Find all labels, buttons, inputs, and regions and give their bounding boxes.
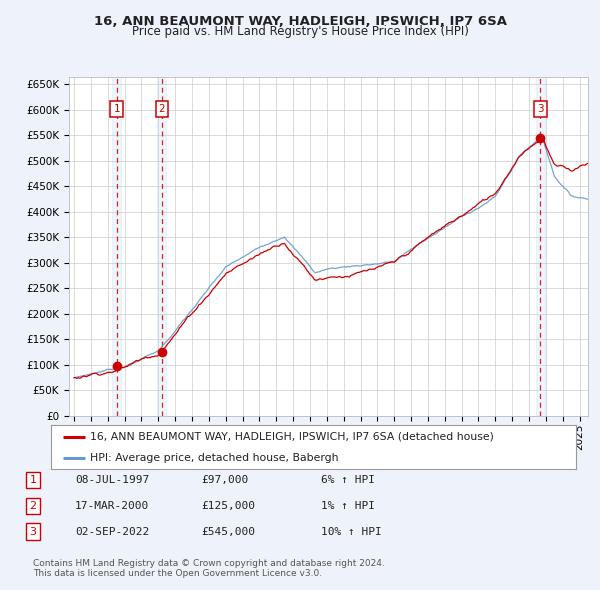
Text: 2: 2 [29, 501, 37, 510]
Text: 1: 1 [113, 104, 120, 114]
Text: 1: 1 [29, 476, 37, 485]
Text: 16, ANN BEAUMONT WAY, HADLEIGH, IPSWICH, IP7 6SA: 16, ANN BEAUMONT WAY, HADLEIGH, IPSWICH,… [94, 15, 506, 28]
Text: HPI: Average price, detached house, Babergh: HPI: Average price, detached house, Babe… [91, 453, 339, 463]
Text: £125,000: £125,000 [201, 501, 255, 510]
Text: 10% ↑ HPI: 10% ↑ HPI [321, 527, 382, 536]
Text: 3: 3 [29, 527, 37, 536]
Text: £97,000: £97,000 [201, 476, 248, 485]
Text: 2: 2 [158, 104, 165, 114]
Bar [536, 77, 545, 416]
Text: 1% ↑ HPI: 1% ↑ HPI [321, 501, 375, 510]
Text: 3: 3 [537, 104, 544, 114]
Text: 17-MAR-2000: 17-MAR-2000 [75, 501, 149, 510]
Text: 08-JUL-1997: 08-JUL-1997 [75, 476, 149, 485]
Text: 6% ↑ HPI: 6% ↑ HPI [321, 476, 375, 485]
Text: Contains HM Land Registry data © Crown copyright and database right 2024.: Contains HM Land Registry data © Crown c… [33, 559, 385, 568]
Bar [112, 77, 121, 416]
Text: Price paid vs. HM Land Registry's House Price Index (HPI): Price paid vs. HM Land Registry's House … [131, 25, 469, 38]
Text: 02-SEP-2022: 02-SEP-2022 [75, 527, 149, 536]
Text: 16, ANN BEAUMONT WAY, HADLEIGH, IPSWICH, IP7 6SA (detached house): 16, ANN BEAUMONT WAY, HADLEIGH, IPSWICH,… [91, 432, 494, 442]
Text: £545,000: £545,000 [201, 527, 255, 536]
Text: This data is licensed under the Open Government Licence v3.0.: This data is licensed under the Open Gov… [33, 569, 322, 578]
Bar [157, 77, 166, 416]
